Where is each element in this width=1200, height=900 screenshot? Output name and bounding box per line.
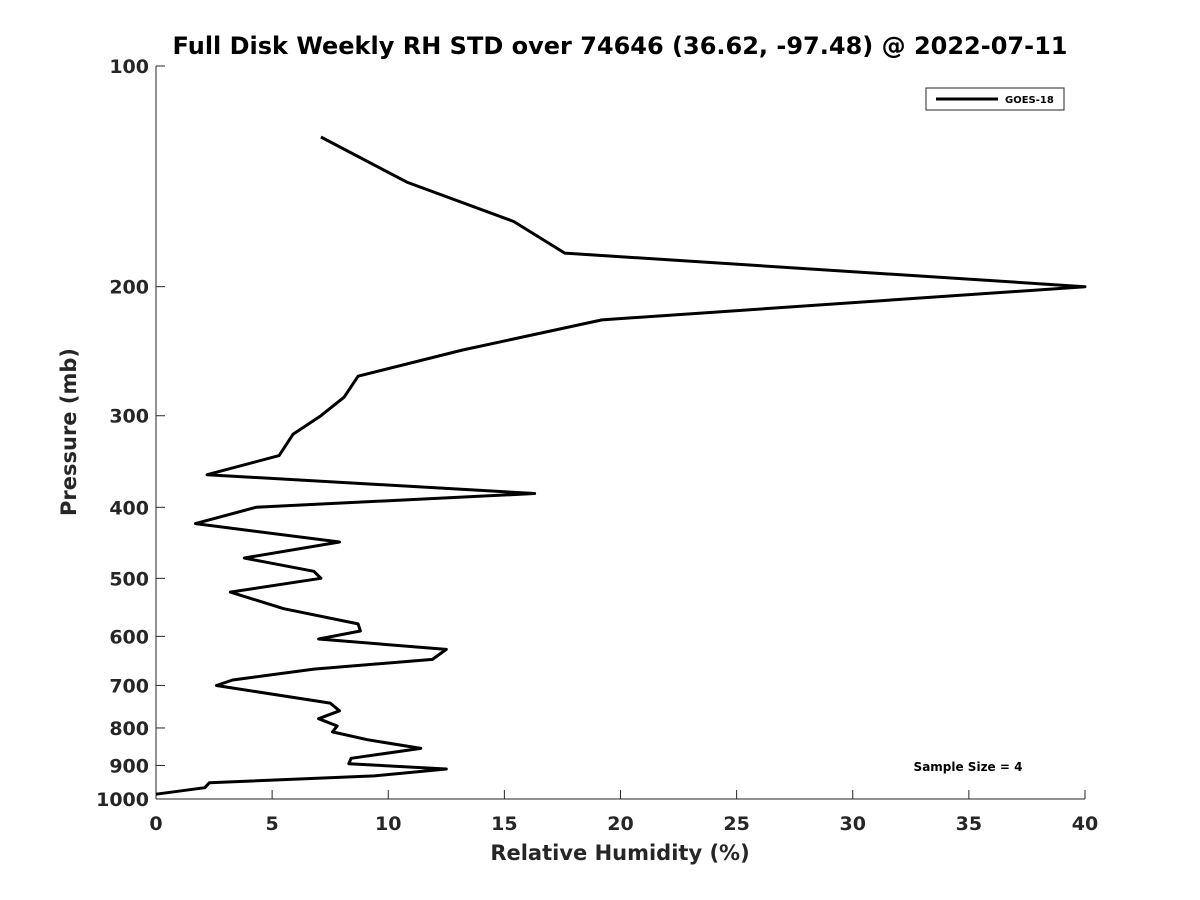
x-tick-label: 40 xyxy=(1072,813,1098,835)
x-tick-label: 20 xyxy=(607,813,633,835)
y-tick-label: 1000 xyxy=(96,789,149,811)
x-axis-label: Relative Humidity (%) xyxy=(490,841,749,865)
y-tick-label: 200 xyxy=(109,277,149,299)
chart-title: Full Disk Weekly RH STD over 74646 (36.6… xyxy=(173,32,1068,60)
sample-size-annotation: Sample Size = 4 xyxy=(914,760,1023,774)
series-layer xyxy=(155,135,1087,796)
x-axis-ticks: 0 5 10 15 20 25 30 35 40 xyxy=(149,790,1098,835)
plot-area xyxy=(156,66,1085,799)
y-tick-label: 500 xyxy=(109,568,149,590)
x-tick-label: 30 xyxy=(840,813,866,835)
y-tick-label: 800 xyxy=(109,718,149,740)
y-axis-label: Pressure (mb) xyxy=(57,348,81,516)
x-tick-label: 0 xyxy=(149,813,162,835)
x-tick-label: 15 xyxy=(491,813,517,835)
y-tick-label: 100 xyxy=(109,56,149,78)
legend-label-goes-18: GOES-18 xyxy=(1005,95,1054,106)
y-tick-label: 400 xyxy=(109,497,149,519)
x-tick-label: 25 xyxy=(723,813,749,835)
series-line-goes-18 xyxy=(155,135,1087,796)
y-tick-label: 300 xyxy=(109,406,149,428)
x-tick-label: 35 xyxy=(956,813,982,835)
legend: GOES-18 xyxy=(925,87,1065,111)
x-tick-label: 5 xyxy=(266,813,279,835)
y-tick-label: 600 xyxy=(109,626,149,648)
y-tick-label: 900 xyxy=(109,755,149,777)
y-tick-label: 700 xyxy=(109,675,149,697)
x-tick-label: 10 xyxy=(375,813,401,835)
y-axis-ticks: 100 200 300 400 500 600 700 800 900 1000 xyxy=(96,56,165,811)
